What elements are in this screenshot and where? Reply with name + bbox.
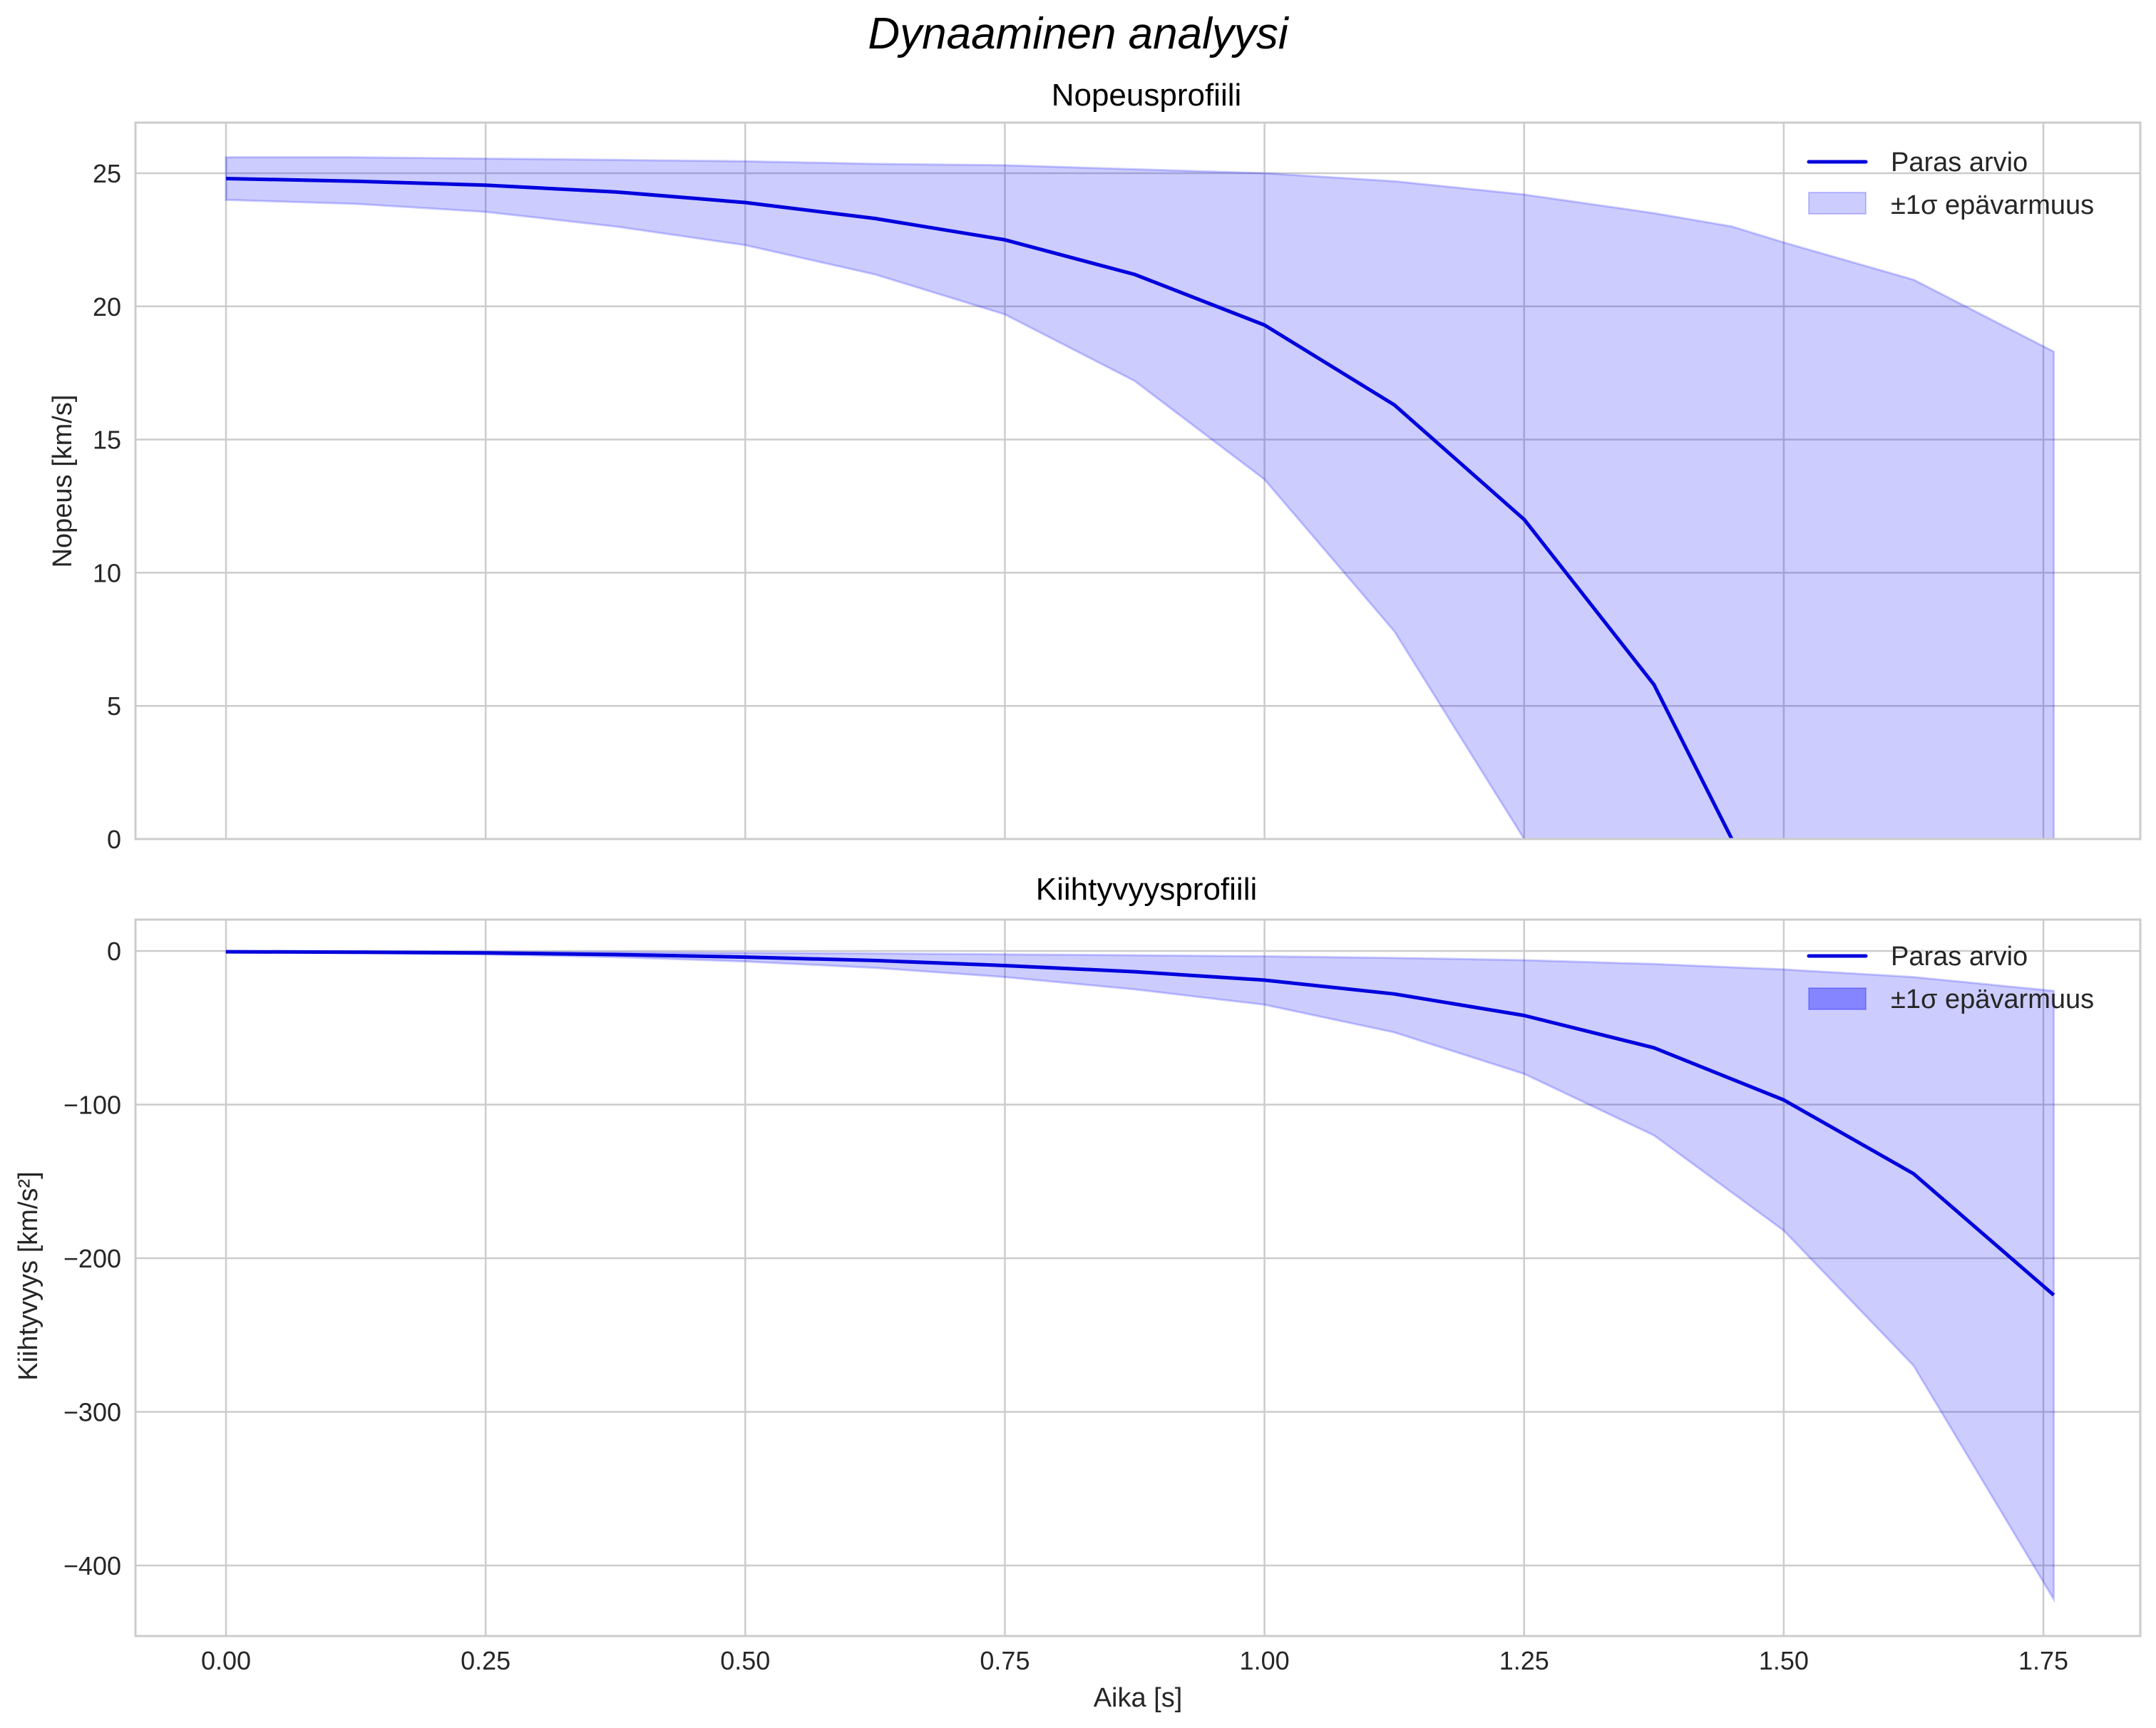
velocity-y-label: Nopeus [km/s] (48, 395, 78, 568)
uncertainty-band (225, 156, 2055, 839)
velocity-y-ticks: 0 5 10 15 20 25 (93, 159, 121, 854)
legend-uncertainty-label: ±1σ epävarmuus (1891, 190, 2094, 220)
x-tick-label: 1.00 (1240, 1646, 1290, 1675)
best-estimate-line (225, 950, 2055, 1297)
x-axis-label: Aika [s] (1094, 1683, 1183, 1713)
x-tick-label: 0.75 (980, 1646, 1030, 1675)
y-tick-label: 5 (107, 691, 121, 721)
acceleration-plot-area (225, 950, 2055, 1603)
y-tick-label: −100 (63, 1091, 121, 1120)
x-tick-label: 0.50 (720, 1646, 770, 1675)
acceleration-axes-frame (134, 918, 2142, 1637)
uncertainty-band (225, 950, 2055, 1603)
velocity-panel-title: Nopeusprofiili (1052, 78, 1242, 113)
y-tick-label: 20 (93, 292, 121, 322)
legend-band-swatch (1808, 987, 1867, 1010)
x-tick-label: 1.75 (2018, 1646, 2068, 1675)
y-tick-label: 0 (107, 937, 121, 966)
x-tick-label: 0.25 (461, 1646, 510, 1675)
y-tick-label: −200 (63, 1244, 121, 1273)
legend-band-swatch (1808, 192, 1867, 215)
acceleration-legend: Paras arvio ±1σ epävarmuus (1807, 942, 2094, 1014)
y-tick-label: 10 (93, 558, 121, 587)
acceleration-panel: Kiihtyvyysprofiili 0 −100 −200 −300 −400 0.0… (14, 872, 2142, 1713)
x-ticks: 0.00 0.25 0.50 0.75 1.00 1.25 1.50 1.75 (201, 1646, 2068, 1675)
velocity-legend: Paras arvio ±1σ epävarmuus (1807, 148, 2094, 220)
acceleration-grid (135, 920, 2140, 1636)
legend-best-estimate-label: Paras arvio (1891, 942, 2028, 972)
acceleration-y-ticks: 0 −100 −200 −300 −400 (63, 937, 121, 1580)
y-tick-label: −400 (63, 1551, 121, 1580)
acceleration-y-label: Kiihtyvyys [km/s²] (14, 1171, 43, 1380)
y-tick-label: 15 (93, 426, 121, 455)
acceleration-panel-title: Kiihtyvyysprofiili (1036, 872, 1258, 907)
y-tick-label: 25 (93, 159, 121, 188)
legend-uncertainty-label: ±1σ epävarmuus (1891, 984, 2094, 1014)
legend-best-estimate-label: Paras arvio (1891, 148, 2028, 178)
best-estimate-line (225, 177, 1734, 839)
x-tick-label: 1.50 (1759, 1646, 1809, 1675)
y-tick-label: −300 (63, 1398, 121, 1427)
y-tick-label: 0 (107, 825, 121, 854)
x-tick-label: 0.00 (201, 1646, 251, 1675)
x-tick-label: 1.25 (1499, 1646, 1549, 1675)
figure-suptitle: Dynaaminen analyysi (868, 9, 1290, 58)
velocity-plot-area (225, 156, 2055, 839)
velocity-axes-frame (134, 121, 2142, 840)
